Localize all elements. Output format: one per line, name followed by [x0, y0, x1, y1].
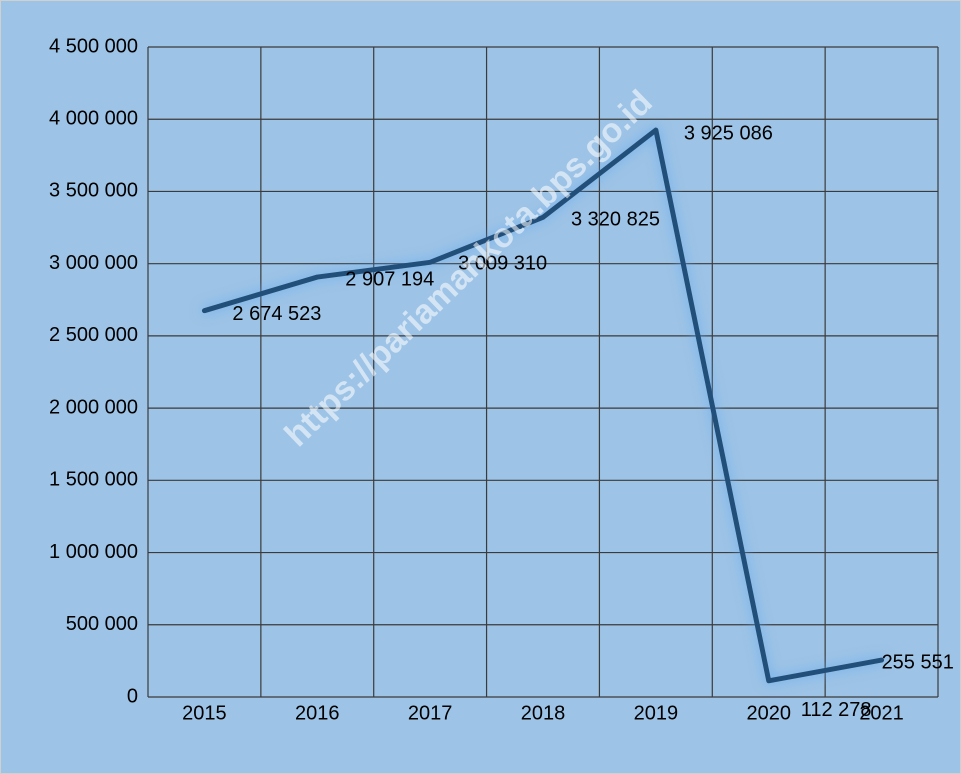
y-tick-label: 3 500 000	[49, 180, 138, 202]
y-tick-label: 1 500 000	[49, 469, 138, 491]
x-tick-label: 2020	[746, 702, 791, 724]
y-tick-label: 4 500 000	[49, 35, 138, 57]
y-tick-label: 500 000	[66, 613, 138, 635]
x-tick-label: 2017	[408, 702, 453, 724]
data-label: 2 907 194	[345, 268, 434, 290]
data-label: 3 320 825	[571, 209, 660, 231]
x-tick-label: 2021	[859, 702, 904, 724]
grid	[147, 46, 939, 698]
x-tick-label: 2018	[521, 702, 566, 724]
data-label: 255 551	[882, 651, 954, 673]
y-tick-label: 0	[127, 685, 138, 707]
data-label: 3 009 310	[458, 253, 547, 275]
data-label: 2 674 523	[232, 303, 321, 325]
y-tick-label: 4 000 000	[49, 108, 138, 130]
data-label: 3 925 086	[684, 122, 773, 144]
y-tick-label: 2 000 000	[49, 396, 138, 418]
x-tick-label: 2016	[295, 702, 340, 724]
y-tick-label: 2 500 000	[49, 324, 138, 346]
y-tick-label: 1 000 000	[49, 541, 138, 563]
data-label: 112 278	[801, 699, 872, 721]
y-tick-label: 3 000 000	[49, 252, 138, 274]
x-tick-label: 2019	[634, 702, 679, 724]
x-tick-label: 2015	[182, 702, 227, 724]
data-line	[201, 127, 885, 684]
